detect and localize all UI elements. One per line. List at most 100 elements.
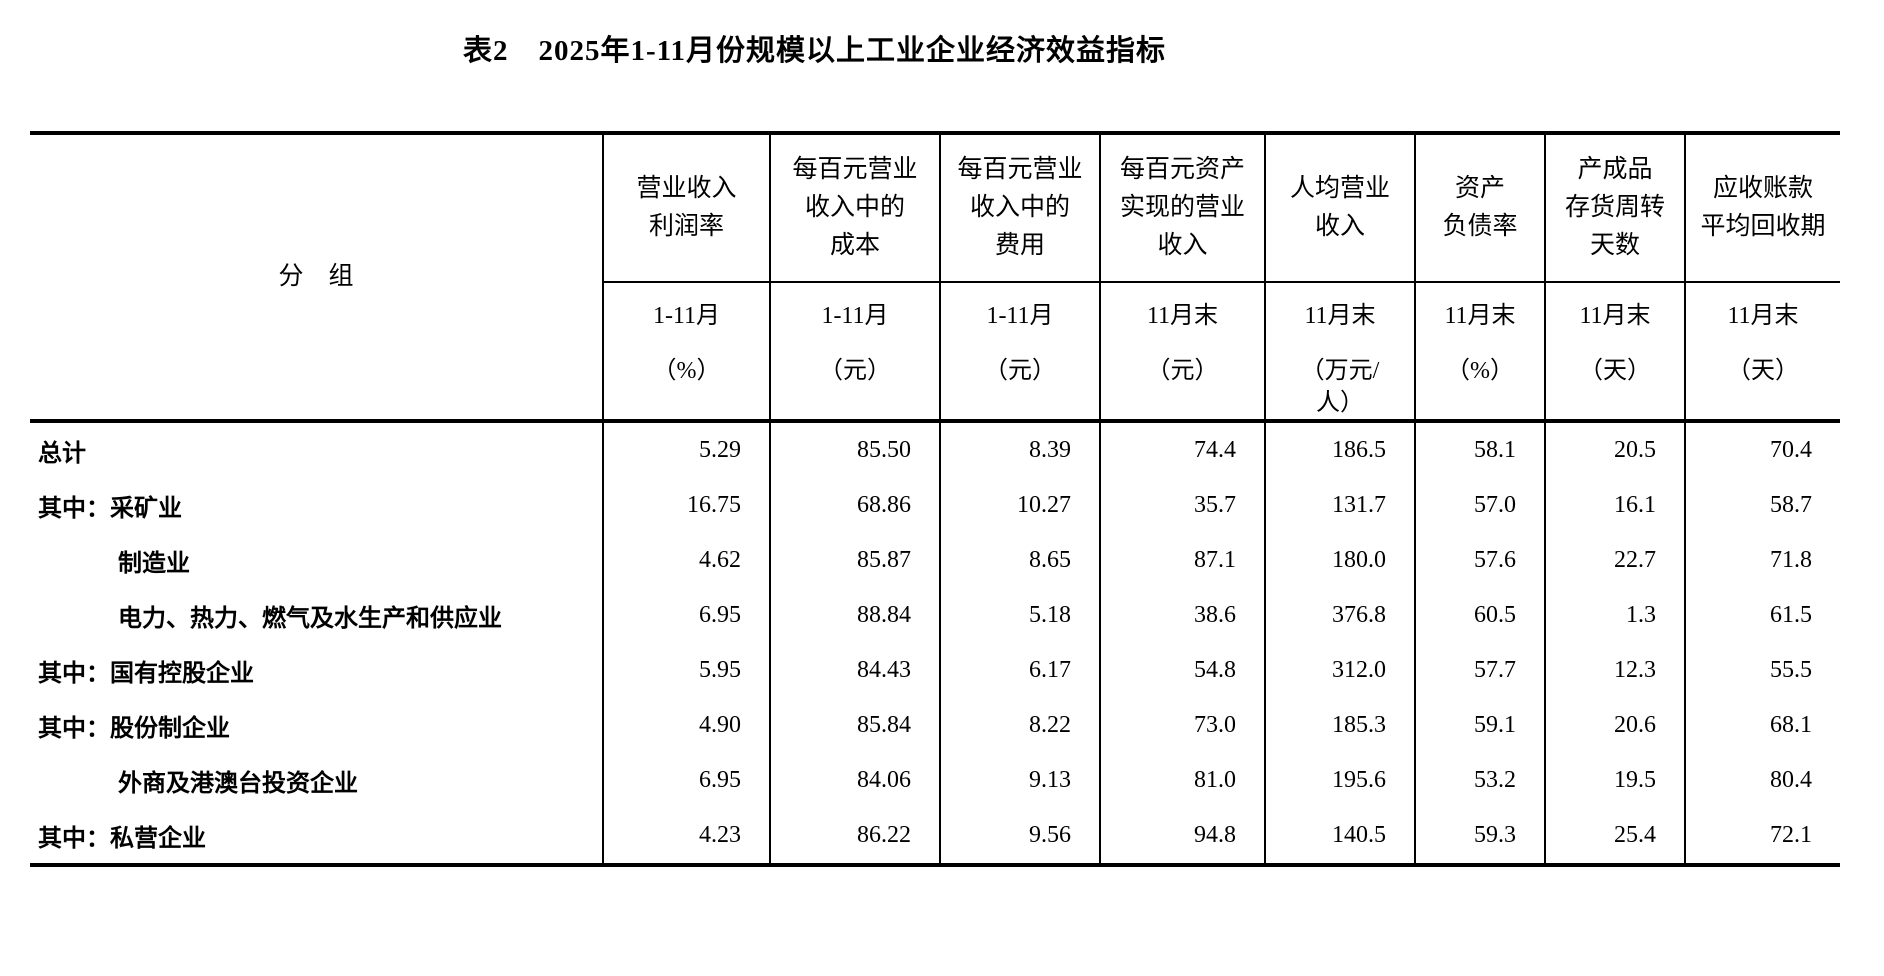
value-cell: 55.5: [1684, 643, 1840, 698]
value-cell: 85.50: [769, 421, 940, 478]
unit-label: （元）: [1146, 358, 1219, 384]
value-cell: 85.84: [769, 698, 940, 753]
page-title: 表2 2025年1-11月份规模以上工业企业经济效益指标: [463, 35, 1167, 67]
value-cell: 20.6: [1544, 698, 1685, 753]
value-cell: 8.65: [939, 533, 1100, 588]
value-cell: 60.5: [1414, 588, 1545, 643]
row-label: 电力、热力、燃气及水生产和供应业: [118, 606, 502, 632]
indicators-table: 分 组 营业收入 利润率 每百元营业 收入中的 成本 每百元营业 收入中的 费用…: [30, 131, 1840, 867]
value-cell: 19.5: [1544, 753, 1685, 808]
subheader-expense-per-100-revenue: 1-11月 （元）: [939, 282, 1100, 423]
value-cell: 22.7: [1544, 533, 1685, 588]
value-cell: 68.1: [1684, 698, 1840, 753]
value-cell: 16.75: [602, 478, 770, 533]
value-cell: 12.3: [1544, 643, 1685, 698]
value-cell: 25.4: [1544, 808, 1685, 865]
value-cell: 8.22: [939, 698, 1100, 753]
header-row-indicators: 分 组 营业收入 利润率 每百元营业 收入中的 成本 每百元营业 收入中的 费用…: [30, 133, 1840, 423]
table-row-private: 其中：私营企业 4.23 86.22 9.56 94.8 140.5 59.3 …: [30, 808, 1840, 865]
value-cell: 140.5: [1264, 808, 1415, 865]
subheader-debt-ratio: 11月末 （%）: [1414, 282, 1545, 423]
table-row-state-holding: 其中：国有控股企业 5.95 84.43 6.17 54.8 312.0 57.…: [30, 643, 1840, 698]
unit-label: （元）: [819, 358, 891, 384]
column-header-receivables-collection-period: 应收账款 平均回收期: [1684, 133, 1840, 283]
row-label: 其中：国有控股企业: [38, 661, 254, 687]
table-row-utilities: 电力、热力、燃气及水生产和供应业 6.95 88.84 5.18 38.6 37…: [30, 588, 1840, 643]
value-cell: 84.06: [769, 753, 940, 808]
value-cell: 85.87: [769, 533, 940, 588]
value-cell: 57.7: [1414, 643, 1545, 698]
value-cell: 58.1: [1414, 421, 1545, 478]
subheader-cost-per-100-revenue: 1-11月 （元）: [769, 282, 940, 423]
subheader-revenue-per-100-assets: 11月末 （元）: [1099, 282, 1265, 423]
row-label: 其中：采矿业: [38, 496, 182, 522]
unit-label: （元）: [984, 358, 1056, 384]
subheader-revenue-per-capita: 11月末 （万元/ 人）: [1264, 282, 1415, 423]
value-cell: 74.4: [1099, 421, 1265, 478]
row-label: 其中：私营企业: [38, 826, 206, 852]
value-cell: 70.4: [1684, 421, 1840, 478]
value-cell: 1.3: [1544, 588, 1685, 643]
column-header-inventory-turnover-days: 产成品 存货周转 天数: [1544, 133, 1685, 283]
period-label: 11月末: [1146, 303, 1219, 329]
value-cell: 376.8: [1264, 588, 1415, 643]
header-row-period-unit: 1-11月 （%） 1-11月 （元） 1-11月 （元） 11月末 （元） 1…: [30, 282, 1840, 423]
value-cell: 81.0: [1099, 753, 1265, 808]
value-cell: 9.56: [939, 808, 1100, 865]
column-header-cost-per-100-revenue: 每百元营业 收入中的 成本: [769, 133, 940, 283]
value-cell: 5.18: [939, 588, 1100, 643]
value-cell: 71.8: [1684, 533, 1840, 588]
period-label: 11月末: [1304, 303, 1376, 329]
row-label: 其中：股份制企业: [38, 716, 230, 742]
value-cell: 5.29: [602, 421, 770, 478]
value-cell: 59.3: [1414, 808, 1545, 865]
row-label: 外商及港澳台投资企业: [118, 771, 358, 797]
period-label: 11月末: [1579, 303, 1651, 329]
value-cell: 84.43: [769, 643, 940, 698]
value-cell: 10.27: [939, 478, 1100, 533]
table-row-manufacturing: 制造业 4.62 85.87 8.65 87.1 180.0 57.6 22.7…: [30, 533, 1840, 588]
period-label: 11月末: [1727, 303, 1799, 329]
subheader-inventory-turnover-days: 11月末 （天）: [1544, 282, 1685, 423]
column-header-expense-per-100-revenue: 每百元营业 收入中的 费用: [939, 133, 1100, 283]
value-cell: 35.7: [1099, 478, 1265, 533]
value-cell: 72.1: [1684, 808, 1840, 865]
value-cell: 195.6: [1264, 753, 1415, 808]
period-label: 1-11月: [652, 303, 721, 329]
table-row-mining: 其中：采矿业 16.75 68.86 10.27 35.7 131.7 57.0…: [30, 478, 1840, 533]
table-header: 分 组 营业收入 利润率 每百元营业 收入中的 成本 每百元营业 收入中的 费用…: [30, 133, 1840, 423]
value-cell: 87.1: [1099, 533, 1265, 588]
period-label: 1-11月: [821, 303, 889, 329]
value-cell: 8.39: [939, 421, 1100, 478]
table-row-foreign-invested: 外商及港澳台投资企业 6.95 84.06 9.13 81.0 195.6 53…: [30, 753, 1840, 808]
table-row-shareholding: 其中：股份制企业 4.90 85.84 8.22 73.0 185.3 59.1…: [30, 698, 1840, 753]
column-header-revenue-per-capita: 人均营业 收入: [1264, 133, 1415, 283]
subheader-profit-margin: 1-11月 （%）: [602, 282, 770, 423]
unit-label: （万元/ 人）: [1300, 358, 1380, 416]
value-cell: 57.0: [1414, 478, 1545, 533]
value-cell: 186.5: [1264, 421, 1415, 478]
column-header-profit-margin: 营业收入 利润率: [602, 133, 770, 283]
period-label: 11月末: [1444, 303, 1516, 329]
value-cell: 73.0: [1099, 698, 1265, 753]
value-cell: 9.13: [939, 753, 1100, 808]
value-cell: 61.5: [1684, 588, 1840, 643]
value-cell: 4.23: [602, 808, 770, 865]
value-cell: 16.1: [1544, 478, 1685, 533]
value-cell: 58.7: [1684, 478, 1840, 533]
value-cell: 4.90: [602, 698, 770, 753]
value-cell: 86.22: [769, 808, 940, 865]
value-cell: 185.3: [1264, 698, 1415, 753]
value-cell: 312.0: [1264, 643, 1415, 698]
unit-label: （%）: [652, 358, 721, 384]
value-cell: 53.2: [1414, 753, 1545, 808]
row-label: 总计: [38, 441, 86, 467]
row-label: 制造业: [118, 551, 190, 577]
value-cell: 88.84: [769, 588, 940, 643]
subheader-receivables-collection-period: 11月末 （天）: [1684, 282, 1840, 423]
value-cell: 68.86: [769, 478, 940, 533]
value-cell: 131.7: [1264, 478, 1415, 533]
unit-label: （天）: [1579, 358, 1651, 384]
unit-label: （天）: [1727, 358, 1799, 384]
